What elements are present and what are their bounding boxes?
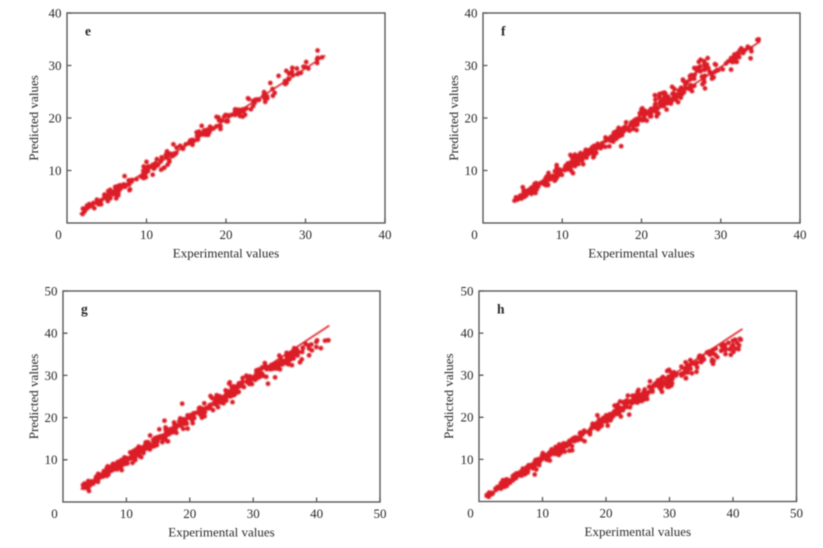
svg-text:40: 40 bbox=[45, 326, 58, 341]
svg-text:30: 30 bbox=[247, 506, 260, 521]
svg-text:g: g bbox=[81, 302, 88, 317]
svg-text:Predicted values: Predicted values bbox=[446, 75, 461, 161]
svg-text:Predicted values: Predicted values bbox=[26, 75, 41, 161]
svg-text:0: 0 bbox=[467, 506, 474, 521]
svg-text:10: 10 bbox=[461, 452, 474, 467]
svg-text:Experimental values: Experimental values bbox=[168, 525, 275, 540]
svg-text:0: 0 bbox=[51, 506, 58, 521]
svg-text:50: 50 bbox=[374, 506, 387, 521]
svg-text:40: 40 bbox=[461, 326, 474, 341]
svg-text:Experimental values: Experimental values bbox=[585, 524, 692, 539]
svg-text:Experimental values: Experimental values bbox=[588, 246, 695, 261]
svg-text:50: 50 bbox=[461, 283, 474, 298]
svg-text:e: e bbox=[85, 24, 91, 39]
svg-text:Predicted values: Predicted values bbox=[441, 353, 456, 439]
svg-text:f: f bbox=[501, 24, 506, 39]
svg-text:10: 10 bbox=[45, 452, 58, 467]
svg-text:30: 30 bbox=[663, 506, 676, 521]
svg-text:20: 20 bbox=[45, 410, 58, 425]
svg-text:Experimental values: Experimental values bbox=[173, 246, 280, 261]
svg-text:40: 40 bbox=[310, 506, 323, 521]
svg-text:10: 10 bbox=[465, 163, 478, 178]
svg-text:30: 30 bbox=[465, 58, 478, 73]
svg-text:40: 40 bbox=[49, 5, 62, 20]
svg-text:30: 30 bbox=[299, 227, 312, 242]
svg-text:40: 40 bbox=[465, 5, 478, 20]
svg-text:30: 30 bbox=[714, 227, 727, 242]
svg-text:0: 0 bbox=[471, 227, 478, 242]
svg-text:20: 20 bbox=[635, 227, 648, 242]
svg-text:20: 20 bbox=[220, 227, 233, 242]
svg-text:50: 50 bbox=[790, 506, 803, 521]
svg-text:40: 40 bbox=[794, 227, 807, 242]
svg-text:10: 10 bbox=[49, 163, 62, 178]
svg-text:30: 30 bbox=[45, 368, 58, 383]
svg-text:10: 10 bbox=[120, 506, 133, 521]
svg-text:30: 30 bbox=[49, 58, 62, 73]
svg-text:Predicted values: Predicted values bbox=[26, 354, 41, 440]
svg-text:10: 10 bbox=[556, 227, 569, 242]
svg-text:50: 50 bbox=[45, 283, 58, 298]
svg-text:10: 10 bbox=[536, 506, 549, 521]
svg-text:20: 20 bbox=[183, 506, 196, 521]
svg-text:20: 20 bbox=[465, 110, 478, 125]
svg-text:20: 20 bbox=[461, 410, 474, 425]
svg-text:0: 0 bbox=[55, 227, 62, 242]
svg-text:h: h bbox=[497, 302, 505, 317]
svg-text:20: 20 bbox=[49, 110, 62, 125]
svg-text:40: 40 bbox=[379, 227, 392, 242]
svg-text:40: 40 bbox=[727, 506, 740, 521]
svg-text:20: 20 bbox=[600, 506, 613, 521]
svg-text:10: 10 bbox=[140, 227, 153, 242]
svg-text:30: 30 bbox=[461, 368, 474, 383]
